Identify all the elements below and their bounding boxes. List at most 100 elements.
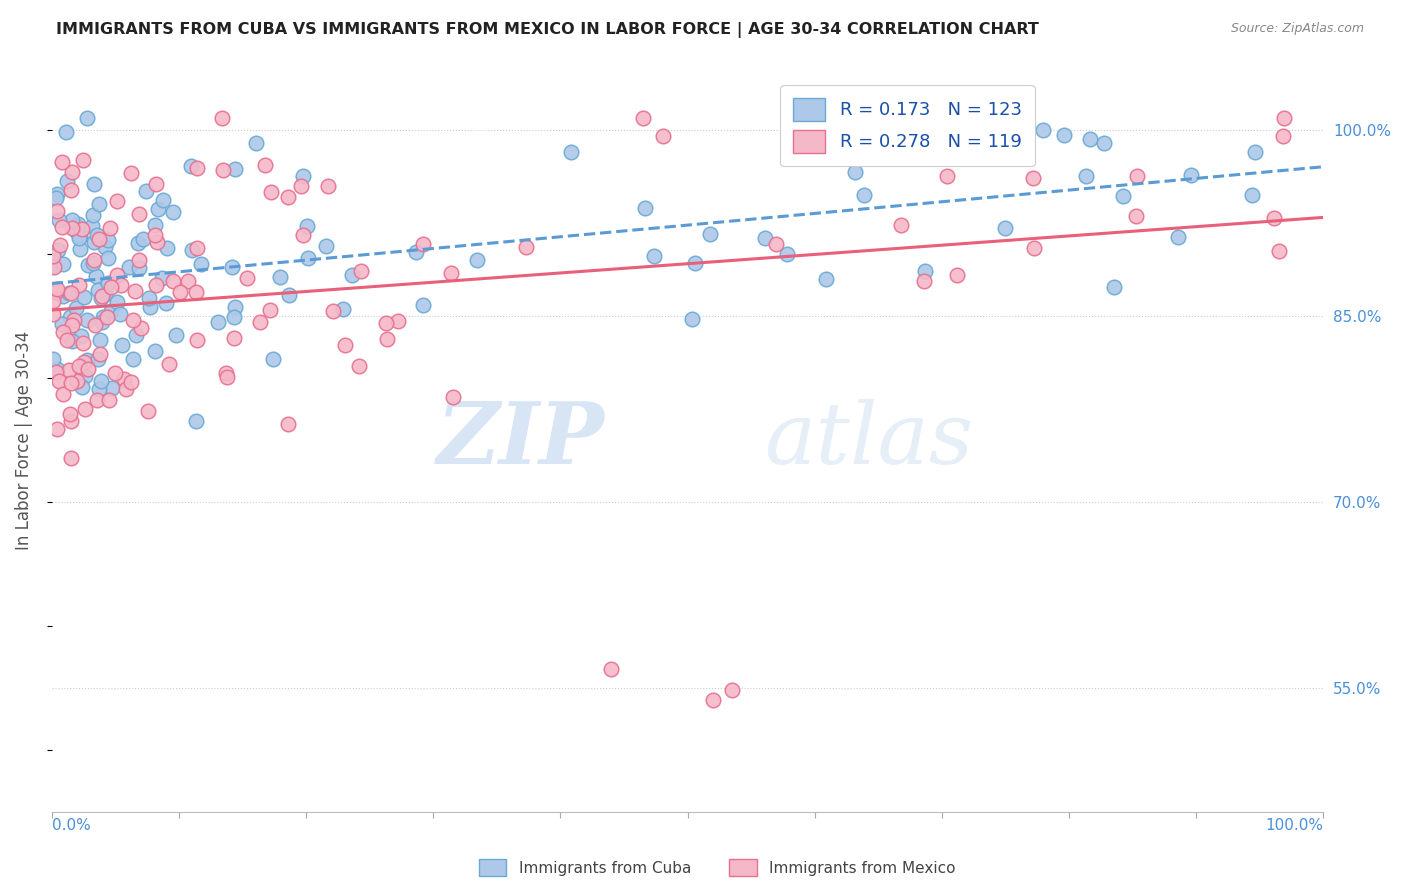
Point — [981, 111, 1004, 125]
Point — [83, 177, 105, 191]
Point — [97, 233, 120, 247]
Point — [412, 298, 434, 312]
Point — [44, 285, 66, 299]
Text: Source: ZipAtlas.com: Source: ZipAtlas.com — [1230, 22, 1364, 36]
Point — [125, 328, 148, 343]
Text: ZIP: ZIP — [437, 399, 605, 482]
Point — [91, 315, 114, 329]
Point — [1272, 111, 1295, 125]
Point — [45, 191, 67, 205]
Point — [128, 236, 150, 251]
Point — [56, 174, 79, 188]
Point — [932, 111, 955, 125]
Point — [1180, 169, 1202, 183]
Point — [150, 271, 173, 285]
Point — [87, 232, 110, 246]
Point — [138, 291, 160, 305]
Point — [76, 111, 98, 125]
Point — [121, 313, 143, 327]
Point — [560, 145, 582, 159]
Point — [90, 289, 112, 303]
Point — [1022, 241, 1045, 255]
Point — [76, 312, 98, 326]
Point — [128, 253, 150, 268]
Point — [912, 111, 935, 125]
Point — [184, 414, 207, 428]
Point — [169, 285, 191, 299]
Point — [222, 331, 245, 345]
Point — [316, 179, 339, 194]
Point — [1032, 123, 1054, 137]
Point — [122, 351, 145, 366]
Text: 0.0%: 0.0% — [52, 818, 90, 833]
Point — [224, 161, 246, 176]
Point — [217, 370, 239, 384]
Point — [100, 304, 122, 318]
Point — [143, 218, 166, 232]
Point — [58, 285, 80, 300]
Point — [249, 315, 271, 329]
Point — [112, 371, 135, 385]
Point — [277, 190, 299, 204]
Point — [62, 165, 84, 179]
Point — [120, 376, 142, 390]
Point — [699, 227, 721, 242]
Point — [292, 227, 315, 242]
Point — [1053, 128, 1076, 143]
Point — [1022, 171, 1045, 186]
Point — [117, 260, 139, 274]
Point — [89, 346, 111, 360]
Point — [69, 328, 91, 343]
Point — [211, 111, 233, 125]
Point — [914, 264, 936, 278]
Point — [322, 303, 344, 318]
Point — [105, 194, 128, 209]
Point — [1074, 169, 1097, 184]
Point — [145, 278, 167, 293]
Point — [683, 256, 706, 270]
Point — [215, 366, 238, 380]
Point — [84, 268, 107, 283]
Point — [87, 352, 110, 367]
Point — [98, 220, 121, 235]
Point — [65, 301, 87, 315]
Point — [297, 251, 319, 265]
Point — [224, 310, 246, 324]
Point — [184, 285, 207, 300]
Point — [65, 224, 87, 238]
Point — [52, 257, 75, 271]
Point — [60, 334, 83, 348]
Point — [278, 287, 301, 301]
Point — [97, 276, 120, 290]
Point — [46, 422, 69, 436]
Point — [162, 205, 184, 219]
Point — [186, 161, 208, 175]
Point — [110, 307, 132, 321]
Point — [70, 379, 93, 393]
Point — [292, 169, 315, 183]
Point — [1125, 209, 1147, 223]
Y-axis label: In Labor Force | Age 30-34: In Labor Force | Age 30-34 — [15, 330, 32, 549]
Point — [145, 177, 167, 191]
Point — [157, 357, 180, 371]
Point — [66, 217, 89, 231]
Point — [1111, 188, 1133, 202]
Point — [55, 124, 77, 138]
Point — [912, 274, 935, 288]
Point — [1078, 132, 1101, 146]
Point — [776, 247, 799, 261]
Point — [135, 184, 157, 198]
Point — [651, 129, 673, 144]
Point — [1241, 187, 1264, 202]
Point — [70, 221, 93, 235]
Point — [936, 169, 959, 183]
Point — [93, 239, 115, 253]
Point — [77, 258, 100, 272]
Point — [90, 292, 112, 306]
Point — [814, 272, 837, 286]
Point — [48, 238, 70, 252]
Point — [59, 286, 82, 301]
Text: atlas: atlas — [763, 399, 973, 482]
Point — [190, 257, 212, 271]
Point — [290, 179, 312, 194]
